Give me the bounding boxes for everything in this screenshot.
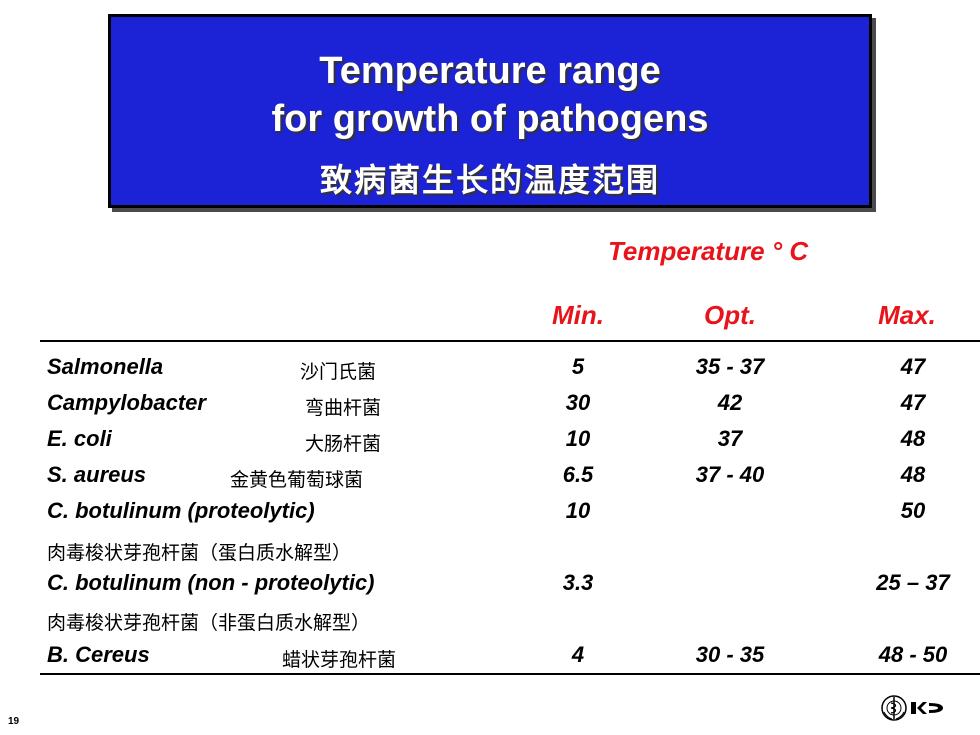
table-row: S. aureus 金黄色葡萄球菌 6.5 37 - 40 48 [0, 462, 980, 492]
min-temp: 10 [565, 426, 591, 451]
title-banner: Temperature range for growth of pathogen… [108, 14, 872, 208]
pathogen-name-chinese: 沙门氏菌 [300, 361, 377, 383]
max-temp: 48 [900, 426, 926, 451]
title-line-1: Temperature range [319, 50, 661, 92]
pathogen-name-chinese: 蜡状芽孢杆菌 [282, 649, 397, 671]
column-header-max: Max. [878, 300, 936, 330]
table-row: C. botulinum (non - proteolytic) 3.3 25 … [0, 570, 980, 600]
min-temp: 6.5 [562, 462, 594, 487]
column-header-min: Min. [552, 300, 604, 330]
header-divider [40, 340, 980, 342]
opt-temp: 37 [717, 426, 743, 451]
pathogen-name-chinese: 大肠杆菌 [305, 433, 382, 455]
max-temp: 25 – 37 [876, 570, 950, 595]
column-header-opt: Opt. [704, 300, 756, 330]
max-temp: 48 [900, 462, 926, 487]
table-row: Campylobacter 弯曲杆菌 30 42 47 [0, 390, 980, 420]
min-temp: 30 [565, 390, 591, 415]
opt-temp: 37 - 40 [695, 462, 765, 487]
max-temp: 48 - 50 [878, 642, 948, 667]
min-temp: 4 [571, 642, 585, 667]
opt-temp: 35 - 37 [695, 354, 765, 379]
table-row: Salmonella 沙门氏菌 5 35 - 37 47 [0, 354, 980, 384]
min-temp: 10 [565, 498, 591, 523]
logo-icon [911, 702, 943, 714]
pathogen-name: E. coli [47, 426, 112, 451]
temperature-group-header: Temperature ° C [608, 236, 809, 266]
page-number: 19 [8, 716, 20, 727]
who-emblem-icon [881, 695, 907, 721]
min-temp: 3.3 [562, 570, 594, 595]
pathogen-name: B. Cereus [47, 642, 150, 667]
max-temp: 50 [900, 498, 926, 523]
table-bottom-divider [40, 673, 980, 675]
pathogen-name: S. aureus [47, 462, 147, 487]
pathogen-name: C. botulinum (non - proteolytic) [47, 570, 375, 595]
pathogen-name: Campylobacter [47, 390, 206, 415]
opt-temp: 42 [717, 390, 743, 415]
max-temp: 47 [900, 354, 926, 379]
pathogen-name-chinese: 弯曲杆菌 [305, 397, 382, 419]
max-temp: 47 [900, 390, 926, 415]
pathogen-name-chinese: 肉毒梭状芽孢杆菌（非蛋白质水解型） [47, 612, 371, 634]
table-row: B. Cereus 蜡状芽孢杆菌 4 30 - 35 48 - 50 [0, 642, 980, 672]
title-chinese: 致病菌生长的温度范围 [319, 161, 660, 199]
table-row: E. coli 大肠杆菌 10 37 48 [0, 426, 980, 456]
table-row: C. botulinum (proteolytic) 10 50 [0, 498, 980, 528]
pathogen-name-chinese: 肉毒梭状芽孢杆菌（蛋白质水解型） [47, 542, 352, 564]
opt-temp: 30 - 35 [695, 642, 765, 667]
min-temp: 5 [571, 354, 585, 379]
pathogen-name: Salmonella [47, 354, 164, 379]
pathogen-name-chinese: 金黄色葡萄球菌 [230, 469, 364, 491]
title-line-2: for growth of pathogens [271, 98, 709, 140]
pathogen-name: C. botulinum (proteolytic) [47, 498, 315, 523]
